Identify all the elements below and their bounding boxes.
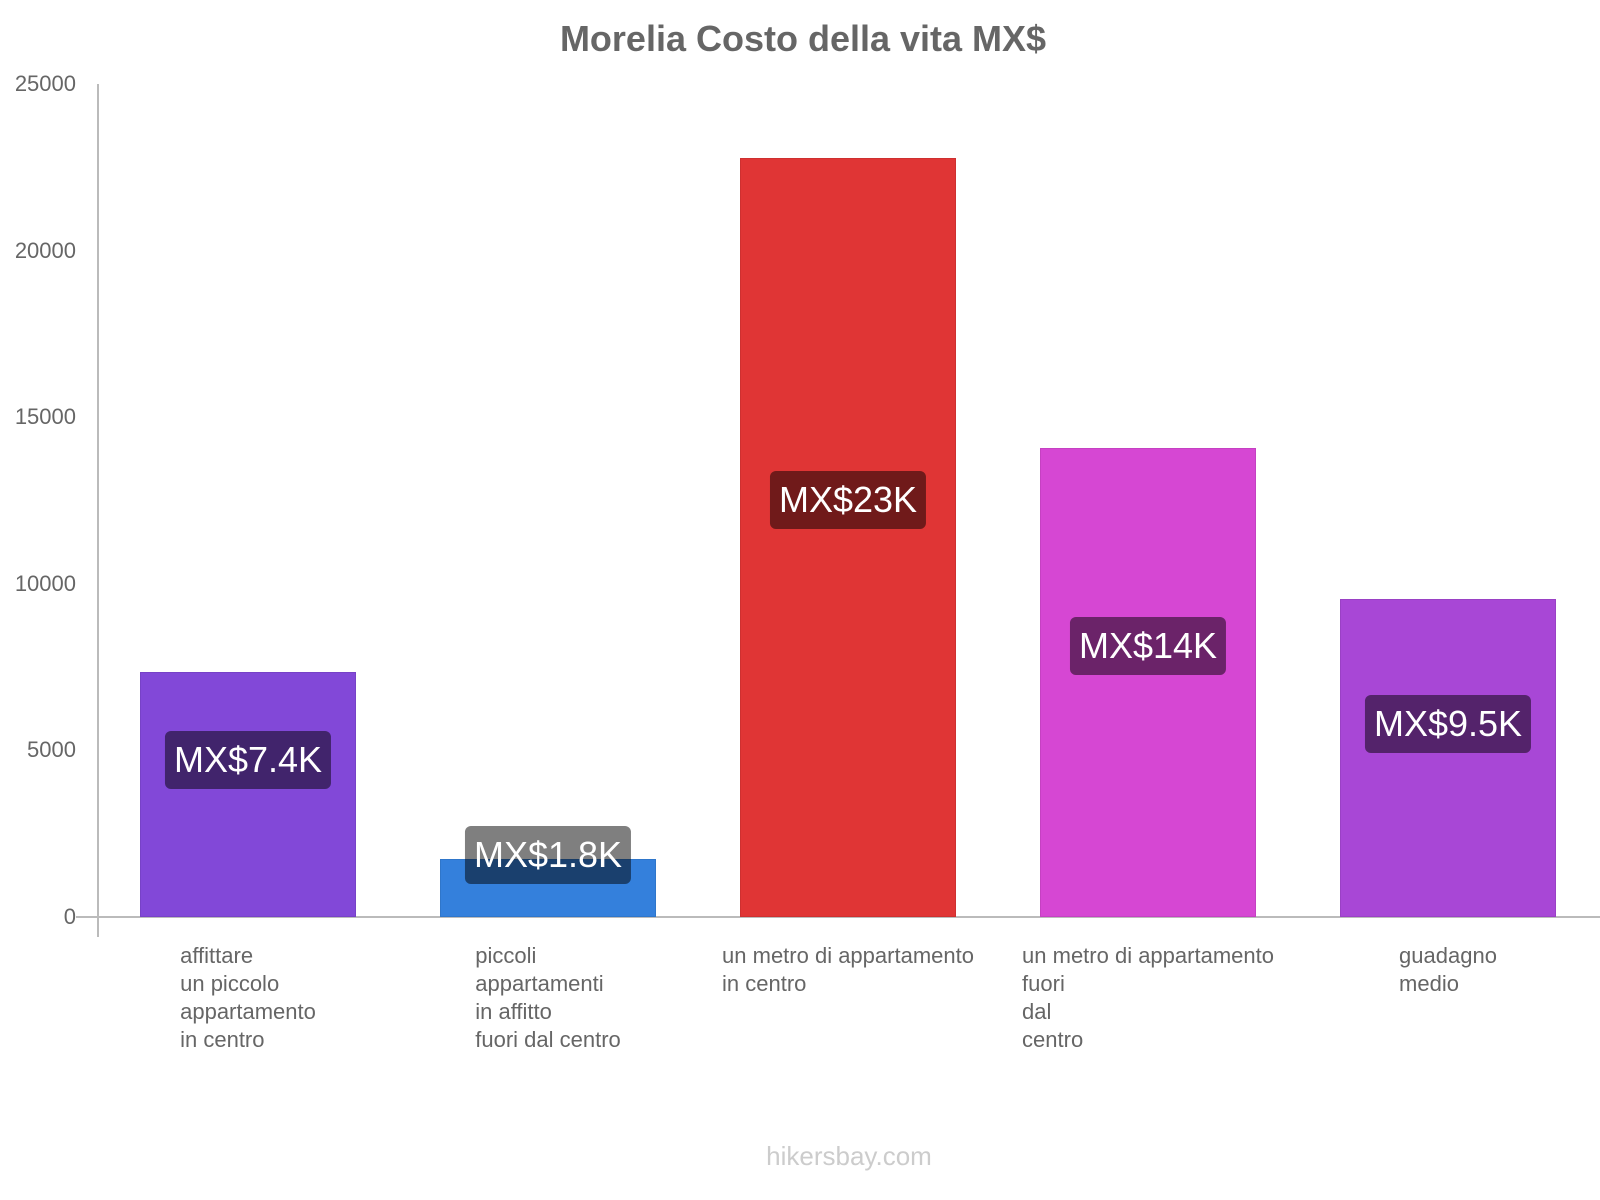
y-tick-label: 10000 <box>14 570 76 596</box>
x-axis-category-label: un metro di appartamento in centro <box>722 943 974 996</box>
y-tick-label: 20000 <box>14 237 76 263</box>
bar[interactable] <box>740 157 956 917</box>
x-axis-category-label: piccoli appartamenti in affitto fuori da… <box>475 943 621 1052</box>
y-tick-label: 0 <box>63 904 76 929</box>
watermark: hikersbay.com <box>766 1141 932 1171</box>
bar[interactable] <box>1340 599 1556 917</box>
bar-value-label: MX$14K <box>1069 617 1227 675</box>
chart-title: Morelia Costo della vita MX$ <box>559 18 1047 59</box>
bar-value-label: MX$9.5K <box>1364 695 1532 753</box>
y-axis-line <box>97 84 99 937</box>
y-tick-label: 25000 <box>14 71 76 96</box>
x-axis-line <box>76 916 1600 918</box>
x-axis-category-label: guadagno medio <box>1399 943 1497 996</box>
x-axis-category-label: affittare un piccolo appartamento in cen… <box>180 943 316 1052</box>
bar[interactable] <box>140 672 356 917</box>
bar-value-label: MX$23K <box>769 471 927 529</box>
y-tick-label: 15000 <box>14 404 76 430</box>
bar[interactable] <box>1040 447 1256 917</box>
y-tick-label: 5000 <box>27 737 76 763</box>
bar-value-label: MX$7.4K <box>164 731 332 789</box>
x-axis-category-label: un metro di appartamento fuori dal centr… <box>1022 943 1274 1052</box>
bar-value-label: MX$1.8K <box>464 826 632 884</box>
